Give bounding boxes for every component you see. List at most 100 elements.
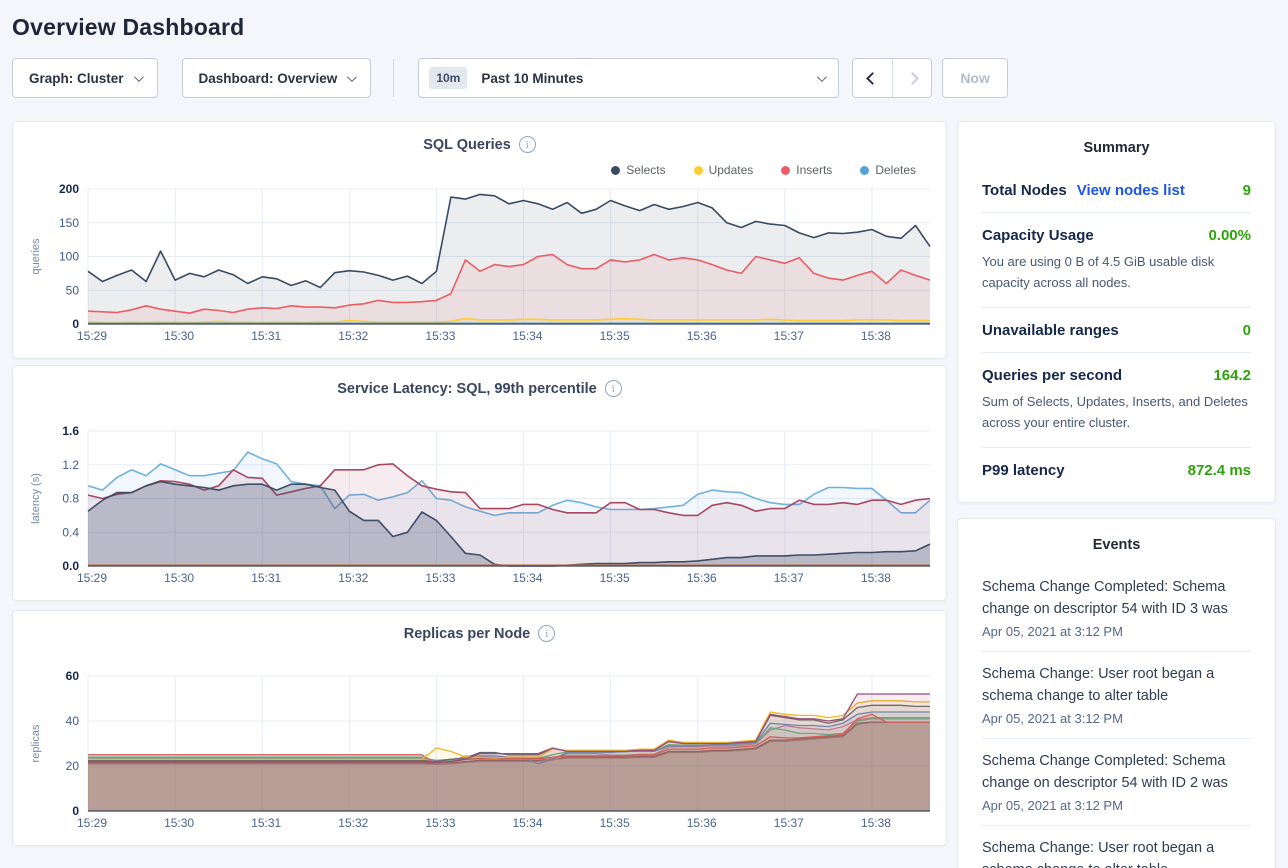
svg-text:15:34: 15:34 bbox=[513, 571, 543, 585]
list-item[interactable]: Schema Change: User root began a schema … bbox=[982, 826, 1251, 868]
legend-item[interactable]: Updates bbox=[693, 161, 754, 179]
info-icon[interactable] bbox=[538, 625, 556, 642]
events-title: Events bbox=[1092, 536, 1141, 553]
svg-text:0.4: 0.4 bbox=[62, 525, 79, 539]
event-text: Schema Change Completed: Schema change o… bbox=[982, 578, 1228, 618]
legend-item[interactable]: Selects bbox=[611, 161, 666, 179]
service-latency-chart[interactable]: 15:29 15:30 15:31 15:32 15:33 15:34 15:35 15:36… bbox=[25, 423, 934, 590]
svg-text:15:38: 15:38 bbox=[861, 329, 891, 343]
info-icon[interactable] bbox=[518, 136, 536, 153]
charts-column: SQL Queries Selects Updates Inserts Deletes… bbox=[12, 121, 947, 852]
chevron-right-icon bbox=[905, 71, 919, 85]
capacity-usage-label: Capacity Usage bbox=[982, 227, 1094, 244]
svg-text:15:31: 15:31 bbox=[251, 329, 281, 343]
legend-item[interactable]: Inserts bbox=[781, 161, 832, 179]
legend-item[interactable]: Deletes bbox=[860, 161, 916, 179]
dashboard-dropdown[interactable]: Dashboard: Overview bbox=[181, 58, 372, 98]
service-latency-chart-card: Service Latency: SQL, 99th percentile 15… bbox=[12, 365, 947, 601]
service-latency-chart-title: Service Latency: SQL, 99th percentile bbox=[337, 380, 597, 397]
info-icon[interactable] bbox=[604, 380, 622, 397]
svg-text:15:36: 15:36 bbox=[687, 329, 717, 343]
event-text: Schema Change: User root began a schema … bbox=[982, 839, 1215, 868]
toolbar: Graph: Cluster Dashboard: Overview 10m P… bbox=[12, 58, 1276, 98]
svg-text:15:35: 15:35 bbox=[600, 571, 630, 585]
svg-text:15:38: 15:38 bbox=[861, 816, 891, 830]
list-item[interactable]: Schema Change Completed: Schema change o… bbox=[982, 565, 1251, 652]
event-timestamp: Apr 05, 2021 at 3:12 PM bbox=[982, 623, 1123, 639]
svg-text:latency (s): latency (s) bbox=[30, 473, 42, 524]
summary-row-p99: P99 latency 872.4 ms bbox=[982, 446, 1251, 492]
svg-text:replicas: replicas bbox=[30, 724, 42, 762]
svg-text:queries: queries bbox=[30, 238, 42, 275]
svg-text:15:35: 15:35 bbox=[600, 816, 630, 830]
legend-label: Updates bbox=[708, 163, 754, 177]
total-nodes-value: 9 bbox=[1242, 182, 1251, 199]
event-timestamp: Apr 05, 2021 at 3:12 PM bbox=[982, 797, 1123, 813]
time-range-label: Past 10 Minutes bbox=[481, 70, 584, 86]
chevron-down-icon bbox=[133, 71, 144, 82]
svg-text:15:29: 15:29 bbox=[77, 816, 107, 830]
sidebar: Summary Total Nodes View nodes list 9 Ca… bbox=[957, 121, 1276, 868]
event-timestamp: Apr 05, 2021 at 3:12 PM bbox=[982, 710, 1123, 726]
replicas-per-node-chart-card: Replicas per Node 15:29 15:30 15:31 15:32 15… bbox=[12, 610, 947, 846]
sql-queries-chart[interactable]: 15:29 15:30 15:31 15:32 15:33 15:34 15:35 15:36… bbox=[25, 181, 934, 348]
svg-text:15:30: 15:30 bbox=[164, 816, 194, 830]
graph-dropdown[interactable]: Graph: Cluster bbox=[12, 58, 158, 98]
svg-text:15:31: 15:31 bbox=[251, 816, 281, 830]
dashboard-dropdown-label: Dashboard: Overview bbox=[198, 70, 338, 86]
now-button[interactable]: Now bbox=[942, 58, 1008, 98]
total-nodes-label: Total Nodes bbox=[982, 182, 1067, 199]
main-content: SQL Queries Selects Updates Inserts Deletes… bbox=[0, 121, 1288, 868]
summary-row-qps: Queries per second 164.2 Sum of Selects,… bbox=[982, 351, 1251, 447]
svg-text:15:30: 15:30 bbox=[164, 329, 194, 343]
queries-per-second-value: 164.2 bbox=[1213, 366, 1251, 384]
event-text: Schema Change: User root began a schema … bbox=[982, 665, 1215, 705]
graph-dropdown-label: Graph: Cluster bbox=[29, 70, 124, 86]
legend-label: Deletes bbox=[875, 163, 916, 177]
svg-text:1.2: 1.2 bbox=[62, 458, 79, 472]
next-time-button[interactable] bbox=[892, 59, 931, 97]
svg-text:15:36: 15:36 bbox=[687, 571, 717, 585]
p99-latency-value: 872.4 ms bbox=[1187, 461, 1251, 479]
legend-label: Inserts bbox=[796, 163, 833, 177]
chevron-down-icon bbox=[817, 71, 828, 82]
svg-text:100: 100 bbox=[59, 250, 79, 264]
svg-text:15:38: 15:38 bbox=[861, 571, 891, 585]
unavailable-ranges-value: 0 bbox=[1242, 321, 1251, 339]
svg-text:60: 60 bbox=[66, 669, 80, 683]
capacity-usage-value: 0.00% bbox=[1208, 227, 1251, 244]
summary-row-capacity: Capacity Usage 0.00% You are using 0 B o… bbox=[982, 212, 1251, 307]
toolbar-divider bbox=[393, 59, 395, 97]
time-range-selector[interactable]: 10m Past 10 Minutes bbox=[418, 58, 840, 98]
summary-row-unavailable-ranges: Unavailable ranges 0 bbox=[982, 306, 1251, 352]
prev-time-button[interactable] bbox=[853, 59, 892, 97]
replicas-per-node-chart-title: Replicas per Node bbox=[403, 625, 531, 642]
svg-text:15:32: 15:32 bbox=[338, 329, 368, 343]
svg-text:200: 200 bbox=[59, 182, 79, 196]
page-title: Overview Dashboard bbox=[12, 14, 245, 40]
svg-text:15:32: 15:32 bbox=[338, 816, 368, 830]
svg-text:15:29: 15:29 bbox=[77, 571, 107, 585]
svg-text:15:35: 15:35 bbox=[600, 329, 630, 343]
chart-svg: 15:29 15:30 15:31 15:32 15:33 15:34 15:35 15:36… bbox=[30, 424, 931, 585]
legend-dot-icon bbox=[611, 165, 621, 175]
list-item[interactable]: Schema Change: User root began a schema … bbox=[982, 652, 1251, 739]
view-nodes-list-link[interactable]: View nodes list bbox=[1076, 182, 1185, 199]
sql-queries-chart-title: SQL Queries bbox=[423, 136, 511, 153]
svg-text:15:33: 15:33 bbox=[425, 571, 455, 585]
svg-text:150: 150 bbox=[59, 216, 79, 230]
svg-text:15:30: 15:30 bbox=[164, 571, 194, 585]
svg-text:15:37: 15:37 bbox=[774, 816, 804, 830]
legend-dot-icon bbox=[860, 165, 870, 175]
legend-dot-icon bbox=[781, 165, 791, 175]
legend-label: Selects bbox=[626, 163, 666, 177]
svg-text:15:31: 15:31 bbox=[251, 571, 281, 585]
svg-text:0: 0 bbox=[72, 317, 79, 331]
svg-text:0.0: 0.0 bbox=[62, 559, 79, 573]
svg-text:15:34: 15:34 bbox=[513, 816, 543, 830]
replicas-per-node-chart[interactable]: 15:29 15:30 15:31 15:32 15:33 15:34 15:35 15:36… bbox=[25, 668, 934, 835]
svg-text:15:29: 15:29 bbox=[77, 329, 107, 343]
list-item[interactable]: Schema Change Completed: Schema change o… bbox=[982, 739, 1251, 826]
svg-text:15:37: 15:37 bbox=[774, 329, 804, 343]
sql-queries-chart-card: SQL Queries Selects Updates Inserts Deletes… bbox=[12, 121, 947, 359]
